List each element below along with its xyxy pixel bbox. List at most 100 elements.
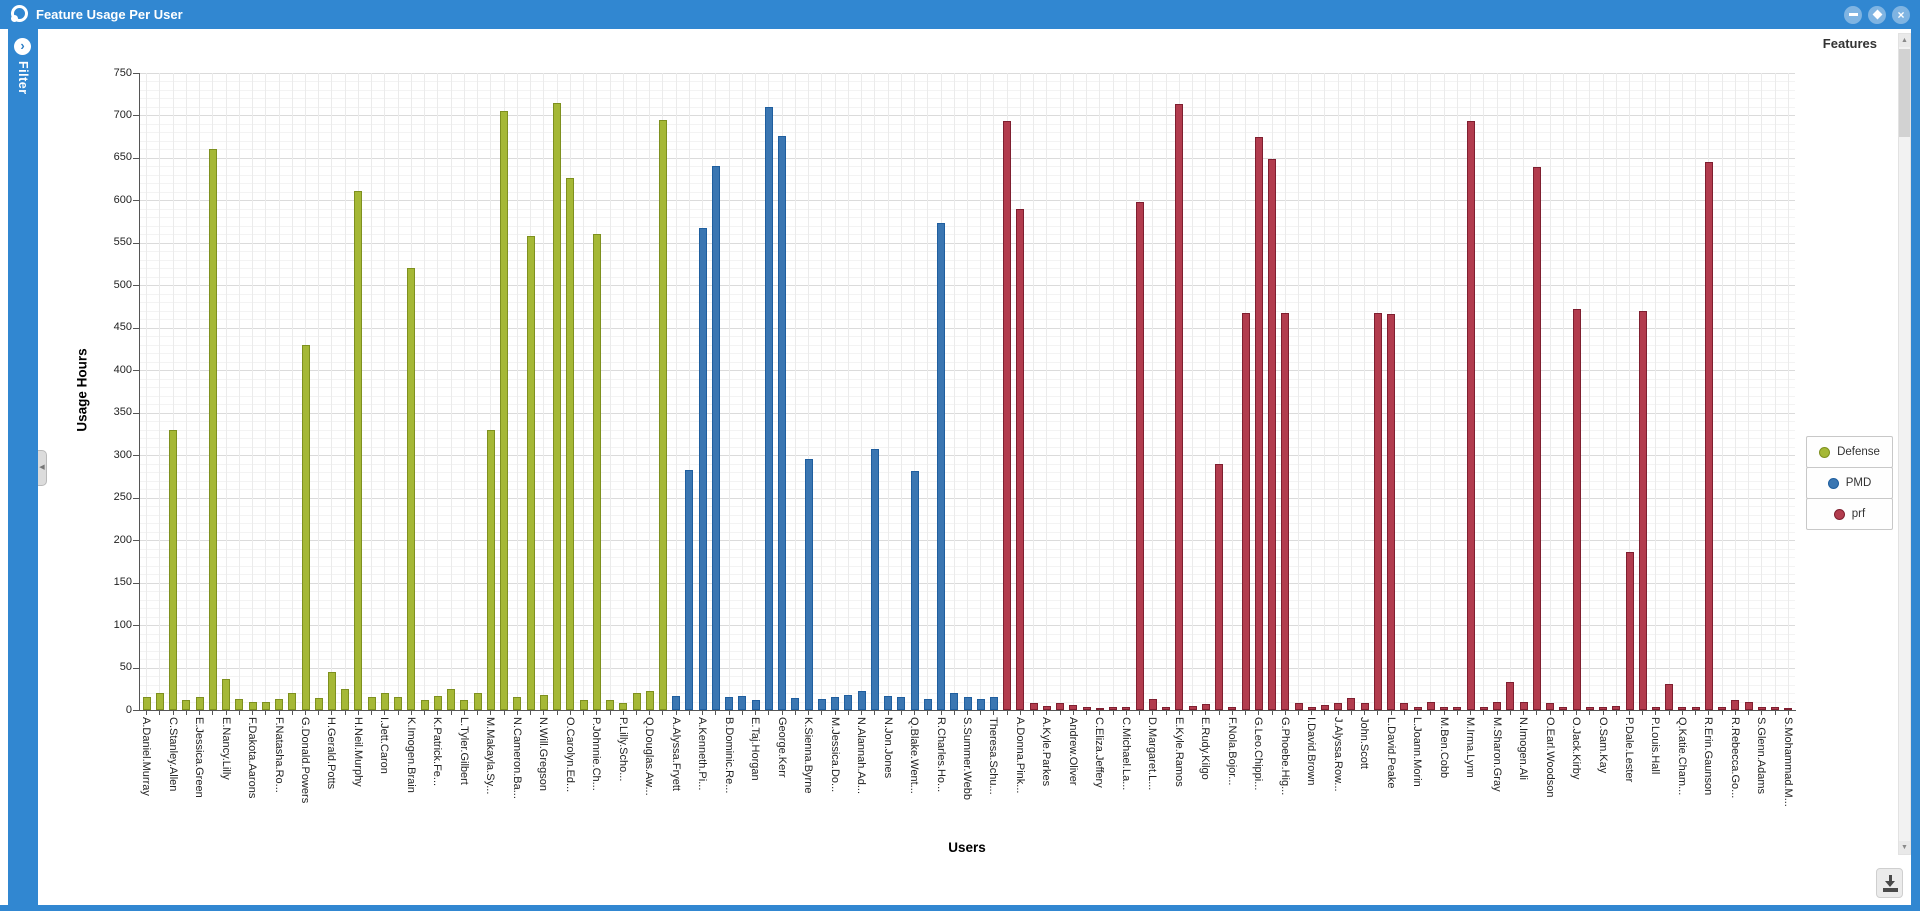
bar-prf[interactable] — [1056, 703, 1065, 710]
bar-prf[interactable] — [1042, 706, 1051, 710]
bar-prf[interactable] — [1135, 202, 1144, 710]
bar-prf[interactable] — [1612, 706, 1621, 710]
bar-prf[interactable] — [1757, 707, 1766, 710]
bar-prf[interactable] — [1095, 708, 1104, 710]
bar-prf[interactable] — [1426, 702, 1435, 710]
bar-prf[interactable] — [1201, 704, 1210, 710]
bar-prf[interactable] — [1294, 703, 1303, 710]
bar-defense[interactable] — [539, 695, 548, 710]
bar-pmd[interactable] — [685, 470, 694, 710]
bar-prf[interactable] — [1704, 162, 1713, 710]
bar-pmd[interactable] — [831, 697, 840, 710]
bar-defense[interactable] — [420, 700, 429, 710]
bar-prf[interactable] — [1784, 708, 1793, 710]
bar-prf[interactable] — [1440, 707, 1449, 710]
bar-prf[interactable] — [1546, 703, 1555, 710]
bar-prf[interactable] — [1148, 699, 1157, 710]
bar-prf[interactable] — [1532, 167, 1541, 710]
bar-pmd[interactable] — [751, 700, 760, 710]
bar-pmd[interactable] — [884, 696, 893, 710]
bar-defense[interactable] — [447, 689, 456, 710]
bar-defense[interactable] — [526, 236, 535, 710]
bar-pmd[interactable] — [963, 697, 972, 710]
bar-prf[interactable] — [1691, 707, 1700, 710]
bar-prf[interactable] — [1651, 707, 1660, 710]
bar-defense[interactable] — [155, 693, 164, 710]
bar-defense[interactable] — [460, 700, 469, 710]
bar-prf[interactable] — [1678, 707, 1687, 710]
bar-prf[interactable] — [1334, 703, 1343, 710]
bar-defense[interactable] — [169, 430, 178, 710]
down-arrow-icon[interactable]: ▼ — [1899, 841, 1910, 854]
bar-defense[interactable] — [473, 693, 482, 710]
bar-pmd[interactable] — [937, 223, 946, 710]
bar-defense[interactable] — [513, 697, 522, 710]
splitter-handle[interactable]: ◀ — [38, 450, 47, 486]
bar-defense[interactable] — [235, 699, 244, 710]
bar-prf[interactable] — [1506, 682, 1515, 710]
bar-prf[interactable] — [1254, 137, 1263, 710]
bar-pmd[interactable] — [778, 136, 787, 710]
chevron-right-icon[interactable]: › — [14, 38, 31, 55]
bar-defense[interactable] — [486, 430, 495, 710]
filter-panel[interactable]: › Filter — [8, 29, 38, 905]
bar-prf[interactable] — [1122, 707, 1131, 710]
bar-prf[interactable] — [1718, 707, 1727, 710]
bar-defense[interactable] — [500, 111, 509, 710]
bar-prf[interactable] — [1307, 707, 1316, 710]
bar-prf[interactable] — [1268, 159, 1277, 710]
bar-defense[interactable] — [566, 178, 575, 710]
bar-prf[interactable] — [1320, 705, 1329, 710]
bar-prf[interactable] — [1228, 707, 1237, 710]
up-arrow-icon[interactable]: ▲ — [1899, 34, 1910, 47]
bar-defense[interactable] — [433, 696, 442, 710]
bar-pmd[interactable] — [764, 107, 773, 710]
bar-prf[interactable] — [1082, 707, 1091, 710]
minimize-button[interactable] — [1844, 6, 1862, 24]
bar-pmd[interactable] — [791, 698, 800, 710]
bar-pmd[interactable] — [989, 697, 998, 710]
bar-prf[interactable] — [1069, 705, 1078, 710]
bar-pmd[interactable] — [711, 166, 720, 710]
bar-pmd[interactable] — [976, 699, 985, 710]
legend-item-pmd[interactable]: PMD — [1806, 467, 1893, 499]
bar-prf[interactable] — [1493, 702, 1502, 710]
bar-defense[interactable] — [327, 672, 336, 710]
bar-prf[interactable] — [1175, 104, 1184, 710]
bar-pmd[interactable] — [817, 699, 826, 710]
bar-pmd[interactable] — [923, 699, 932, 710]
bar-defense[interactable] — [288, 693, 297, 710]
bar-defense[interactable] — [195, 697, 204, 710]
bar-prf[interactable] — [1599, 707, 1608, 710]
bar-prf[interactable] — [1453, 707, 1462, 710]
bar-prf[interactable] — [1387, 314, 1396, 710]
bar-prf[interactable] — [1585, 707, 1594, 710]
bar-prf[interactable] — [1016, 209, 1025, 710]
bar-defense[interactable] — [367, 697, 376, 710]
bar-defense[interactable] — [394, 697, 403, 710]
bar-prf[interactable] — [1519, 702, 1528, 710]
bar-defense[interactable] — [658, 120, 667, 710]
bar-prf[interactable] — [1360, 703, 1369, 710]
bar-defense[interactable] — [579, 700, 588, 710]
bar-prf[interactable] — [1731, 700, 1740, 710]
bar-prf[interactable] — [1003, 121, 1012, 710]
bar-defense[interactable] — [354, 191, 363, 710]
bar-defense[interactable] — [222, 679, 231, 710]
bar-defense[interactable] — [606, 700, 615, 710]
bar-prf[interactable] — [1413, 707, 1422, 710]
bar-pmd[interactable] — [725, 697, 734, 710]
bar-pmd[interactable] — [698, 228, 707, 710]
bar-prf[interactable] — [1029, 703, 1038, 710]
close-button[interactable]: × — [1892, 6, 1910, 24]
bar-defense[interactable] — [142, 697, 151, 710]
bar-prf[interactable] — [1281, 313, 1290, 710]
bar-defense[interactable] — [632, 693, 641, 710]
bar-prf[interactable] — [1744, 702, 1753, 710]
bar-defense[interactable] — [314, 698, 323, 710]
bar-defense[interactable] — [407, 268, 416, 710]
bar-prf[interactable] — [1241, 313, 1250, 710]
bar-defense[interactable] — [619, 703, 628, 710]
bar-prf[interactable] — [1466, 121, 1475, 710]
bar-defense[interactable] — [592, 234, 601, 710]
